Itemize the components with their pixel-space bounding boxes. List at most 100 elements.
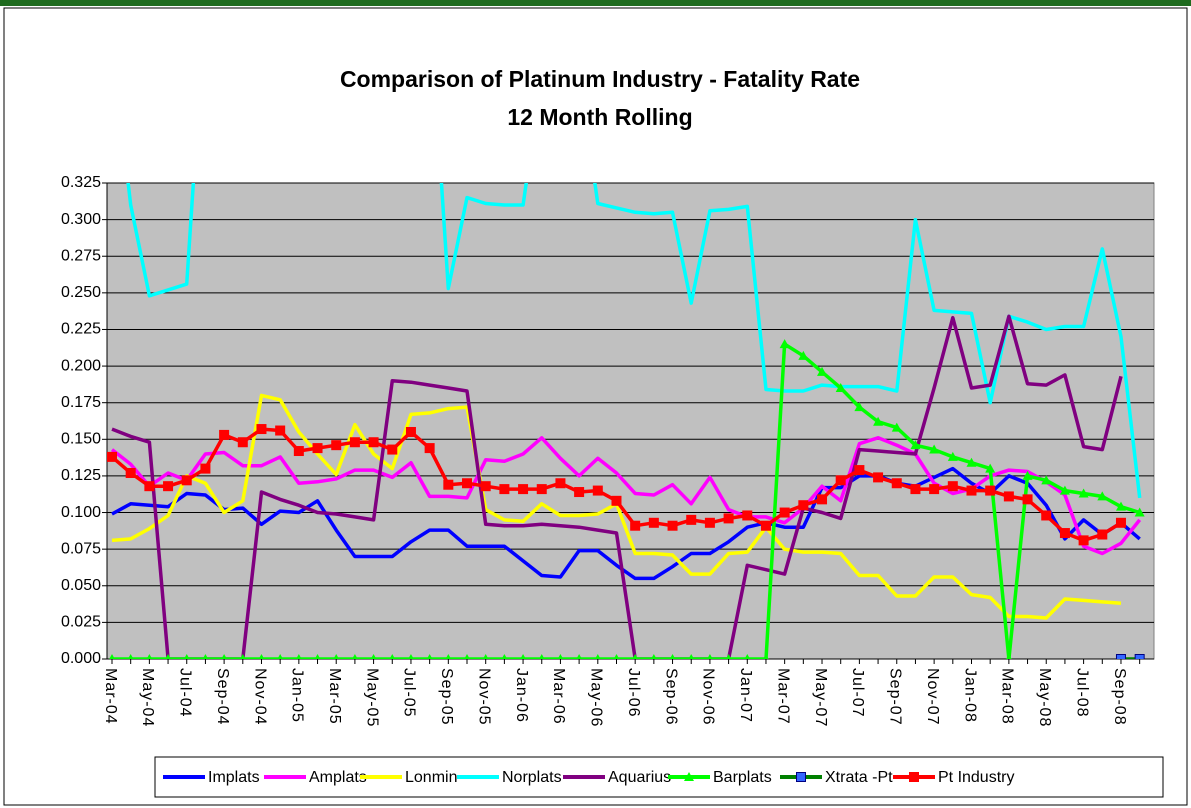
x-tick-label: Mar-05 [326, 668, 343, 725]
marker [387, 444, 398, 455]
marker [929, 444, 940, 454]
marker [947, 481, 958, 492]
marker [835, 475, 846, 486]
x-tick-label: Jul-08 [1073, 668, 1090, 718]
marker [688, 654, 695, 659]
marker [835, 383, 846, 393]
marker [985, 463, 996, 473]
x-tick-label: Sep-07 [887, 668, 904, 726]
marker [144, 481, 155, 492]
x-tick-label: May-04 [139, 668, 156, 727]
x-tick-label: Sep-06 [662, 668, 679, 726]
x-tick-label: Mar-08 [999, 668, 1016, 725]
marker [798, 350, 809, 360]
marker [817, 366, 828, 376]
marker [482, 654, 489, 659]
y-tick-label: 0.075 [61, 540, 101, 557]
marker [686, 514, 697, 525]
series-line [111, 314, 1123, 659]
x-tick-label: Sep-08 [1111, 668, 1128, 726]
marker [200, 463, 211, 474]
marker [1097, 529, 1108, 540]
marker [219, 429, 230, 440]
x-tick-label: Nov-07 [924, 668, 941, 726]
legend-marker [909, 772, 919, 782]
marker [333, 654, 339, 659]
marker [1134, 654, 1145, 659]
marker [555, 478, 566, 489]
marker [667, 520, 678, 531]
legend-label: Pt Industry [938, 769, 1014, 786]
x-tick-label: Nov-05 [475, 668, 492, 726]
x-tick-label: Jul-04 [177, 668, 194, 718]
x-tick-label: Jan-05 [289, 668, 306, 723]
y-tick-label: 0.175 [61, 394, 101, 411]
marker [817, 494, 828, 505]
y-tick-label: 0.325 [61, 174, 101, 191]
marker [891, 478, 902, 489]
x-tick-label: Jan-07 [737, 668, 754, 723]
y-tick-label: 0.275 [61, 247, 101, 264]
x-tick-label: Nov-04 [251, 668, 268, 726]
marker [648, 517, 659, 528]
marker [910, 484, 921, 495]
marker [891, 422, 902, 432]
marker [424, 443, 435, 454]
legend-label: Norplats [502, 769, 562, 786]
x-tick-label: Mar-06 [550, 668, 567, 725]
y-tick-label: 0.025 [61, 614, 101, 631]
x-tick-label: Mar-04 [102, 668, 119, 725]
marker [1022, 470, 1033, 480]
marker [1041, 510, 1052, 521]
marker [611, 495, 622, 506]
y-tick-label: 0.300 [61, 211, 101, 228]
legend-box [154, 756, 1164, 798]
legend-label: Lonmin [405, 769, 457, 786]
legend-marker [796, 772, 806, 782]
marker [127, 654, 134, 659]
x-tick-label: Mar-07 [774, 668, 791, 725]
marker [221, 654, 227, 659]
marker [293, 446, 304, 457]
x-tick-label: Jul-07 [849, 668, 866, 718]
y-tick-label: 0.000 [61, 650, 101, 667]
x-tick-label: Nov-06 [700, 668, 717, 726]
y-tick-label: 0.050 [61, 577, 101, 594]
marker [275, 425, 286, 436]
marker [574, 487, 585, 498]
marker [520, 654, 526, 659]
x-tick-label: Sep-05 [438, 668, 455, 726]
legend-label: Implats [208, 769, 260, 786]
marker [576, 654, 582, 659]
marker [854, 465, 865, 476]
marker [1059, 485, 1070, 495]
y-tick-label: 0.125 [61, 467, 101, 484]
marker [1059, 528, 1070, 539]
marker [966, 457, 977, 467]
marker [947, 451, 958, 461]
marker [240, 654, 246, 659]
marker [389, 654, 396, 659]
marker [163, 481, 174, 492]
marker [1041, 475, 1052, 485]
marker [462, 478, 473, 489]
x-tick-label: Jul-05 [401, 668, 418, 718]
x-tick-label: May-07 [812, 668, 829, 727]
marker [538, 654, 545, 659]
marker [1006, 654, 1012, 659]
marker [725, 654, 732, 659]
marker [165, 654, 171, 659]
marker [910, 440, 921, 450]
marker [202, 654, 209, 659]
marker [1078, 488, 1089, 498]
marker [744, 654, 751, 659]
marker [499, 484, 510, 495]
x-tick-label: Jan-08 [961, 668, 978, 723]
y-tick-label: 0.150 [61, 431, 101, 448]
marker [258, 654, 265, 659]
marker [518, 484, 529, 495]
y-tick-label: 0.100 [61, 504, 101, 521]
x-tick-label: Jan-06 [513, 668, 530, 723]
chart-subtitle: 12 Month Rolling [507, 104, 692, 130]
